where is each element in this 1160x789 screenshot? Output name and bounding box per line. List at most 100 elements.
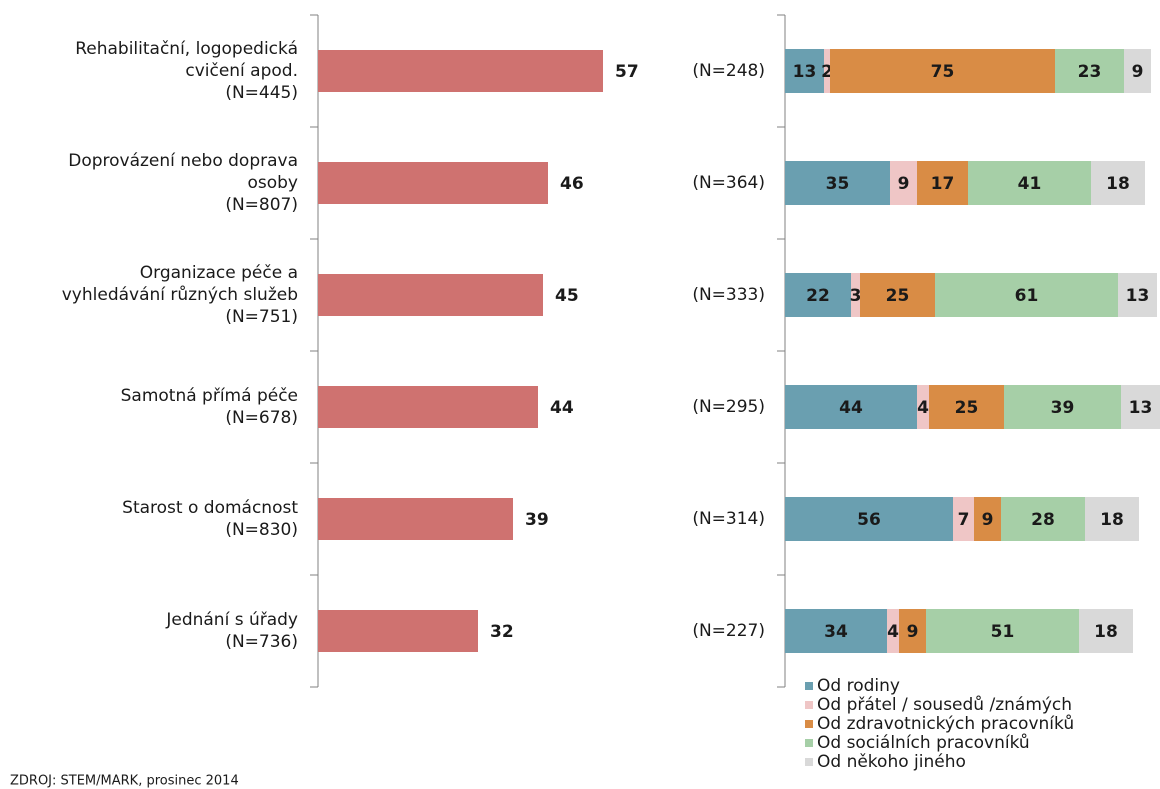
category-label: (N=227) [692, 621, 765, 641]
data-label: 44 [839, 398, 863, 418]
category-label: (N=807) [225, 195, 298, 215]
data-label: 17 [931, 174, 955, 194]
bar-segment [887, 609, 899, 653]
bar-segment [917, 161, 968, 205]
bar-segment [1079, 609, 1133, 653]
category-label: Organizace péče a [140, 263, 298, 283]
data-label: 45 [555, 286, 579, 306]
data-label: 57 [615, 62, 639, 82]
category-label: cvičení apod. [185, 61, 298, 81]
category-label: (N=445) [225, 83, 298, 103]
bar-segment [929, 385, 1004, 429]
category-label: (N=314) [692, 509, 765, 529]
data-label: 25 [955, 398, 979, 418]
category-label: Rehabilitační, logopedická [75, 39, 298, 59]
bar-segment [860, 273, 935, 317]
data-label: 4 [917, 398, 929, 418]
data-label: 9 [1132, 62, 1144, 82]
bar-segment [785, 49, 824, 93]
bar-segment [1004, 385, 1121, 429]
bar-segment [917, 385, 929, 429]
bar [318, 498, 513, 540]
bar-segment [1124, 49, 1151, 93]
bar-segment [1055, 49, 1124, 93]
data-label: 39 [1051, 398, 1075, 418]
data-label: 9 [907, 622, 919, 642]
data-label: 18 [1100, 510, 1124, 530]
bar [318, 50, 603, 92]
legend-label: Od někoho jiného [817, 752, 966, 772]
data-label: 2 [821, 62, 833, 82]
data-label: 23 [1078, 62, 1102, 82]
bar-segment [785, 161, 890, 205]
data-label: 56 [857, 510, 881, 530]
data-label: 28 [1031, 510, 1055, 530]
legend-label: Od sociálních pracovníků [817, 733, 1030, 753]
bar-segment [1118, 273, 1157, 317]
bar-segment [785, 609, 887, 653]
data-label: 9 [898, 174, 910, 194]
data-label: 32 [490, 622, 514, 642]
category-label: (N=364) [692, 173, 765, 193]
category-label: (N=248) [692, 61, 765, 81]
legend-marker [805, 682, 813, 690]
bar [318, 610, 478, 652]
bar-segment [899, 609, 926, 653]
category-label: (N=333) [692, 285, 765, 305]
legend-label: Od přátel / sousedů /známých [817, 695, 1072, 715]
bar-segment [1121, 385, 1160, 429]
category-label: Doprovázení nebo doprava [68, 151, 298, 171]
bar-segment [830, 49, 1055, 93]
bar-segment [974, 497, 1001, 541]
bar-segment [851, 273, 860, 317]
bar-segment [1091, 161, 1145, 205]
bar-segment [890, 161, 917, 205]
legend-marker [805, 720, 813, 728]
legend-label: Od zdravotnických pracovníků [817, 714, 1074, 734]
legend-marker [805, 739, 813, 747]
data-label: 46 [560, 174, 584, 194]
data-label: 13 [1129, 398, 1153, 418]
legend-label: Od rodiny [817, 676, 900, 696]
category-label: (N=830) [225, 520, 298, 540]
data-label: 3 [850, 286, 862, 306]
bar-segment [824, 49, 830, 93]
category-label: (N=295) [692, 397, 765, 417]
data-label: 41 [1018, 174, 1042, 194]
data-label: 18 [1106, 174, 1130, 194]
data-label: 4 [887, 622, 899, 642]
data-label: 51 [991, 622, 1015, 642]
bar-segment [785, 385, 917, 429]
bar [318, 162, 548, 204]
bar-segment [926, 609, 1079, 653]
data-label: 9 [982, 510, 994, 530]
data-label: 75 [931, 62, 955, 82]
bar-segment [1085, 497, 1139, 541]
category-label: (N=751) [225, 307, 298, 327]
bar-segment [935, 273, 1118, 317]
data-label: 44 [550, 398, 574, 418]
bar-segment [785, 273, 851, 317]
category-label: Samotná přímá péče [121, 386, 298, 406]
bar-segment [968, 161, 1091, 205]
data-label: 7 [958, 510, 970, 530]
category-label: (N=678) [225, 408, 298, 428]
source-note: ZDROJ: STEM/MARK, prosinec 2014 [10, 774, 239, 789]
legend-marker [805, 758, 813, 766]
data-label: 13 [1126, 286, 1150, 306]
category-label: Starost o domácnost [122, 498, 298, 518]
data-label: 22 [806, 286, 830, 306]
bar-segment [785, 497, 953, 541]
bar-segment [953, 497, 974, 541]
data-label: 61 [1015, 286, 1039, 306]
category-label: vyhledávání různých služeb [62, 285, 298, 305]
data-label: 13 [793, 62, 817, 82]
data-label: 39 [525, 510, 549, 530]
data-label: 35 [826, 174, 850, 194]
data-label: 34 [824, 622, 848, 642]
bar [318, 274, 543, 316]
bar-segment [1001, 497, 1085, 541]
category-label: (N=736) [225, 632, 298, 652]
bar [318, 386, 538, 428]
